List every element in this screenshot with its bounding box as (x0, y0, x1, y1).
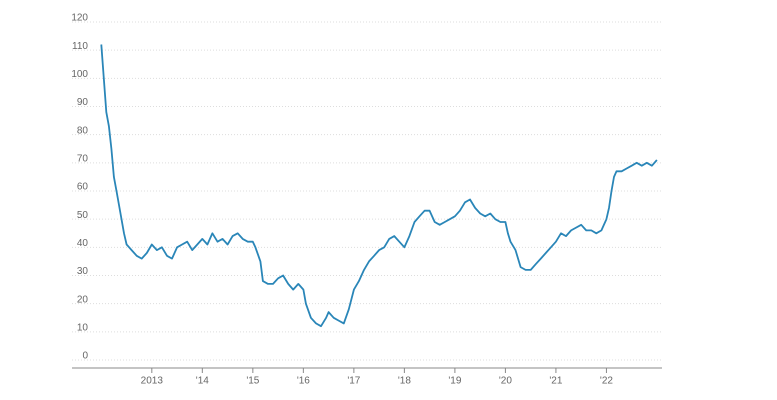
y-tick-label: 40 (77, 238, 89, 249)
y-tick-label: 50 (77, 210, 89, 221)
x-tick-label: '21 (549, 376, 562, 387)
x-tick-label: '14 (196, 376, 209, 387)
y-tick-label: 20 (77, 294, 89, 305)
y-tick-label: 60 (77, 182, 89, 193)
x-tick-label: '16 (297, 376, 310, 387)
y-tick-label: 30 (77, 266, 89, 277)
y-tick-label: 120 (71, 13, 88, 24)
y-tick-label: 10 (77, 322, 89, 333)
x-tick-label: '18 (398, 376, 411, 387)
x-tick-label: '20 (499, 376, 512, 387)
x-tick-label: '22 (600, 376, 613, 387)
x-tick-label: '17 (347, 376, 360, 387)
x-tick-label: '15 (246, 376, 259, 387)
x-tick-label: 2013 (141, 376, 164, 387)
y-tick-label: 110 (72, 41, 88, 52)
y-tick-label: 90 (77, 97, 89, 108)
y-tick-label: 100 (71, 69, 88, 80)
y-tick-label: 0 (82, 351, 88, 362)
y-tick-label: 70 (77, 153, 89, 164)
data-line (100, 44, 658, 328)
x-tick-label: '19 (448, 376, 461, 387)
y-tick-label: 80 (77, 125, 89, 136)
